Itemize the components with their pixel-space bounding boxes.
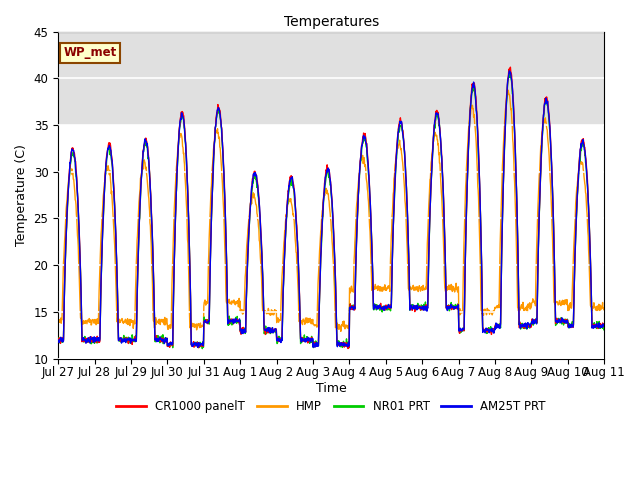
Text: WP_met: WP_met xyxy=(63,46,117,59)
X-axis label: Time: Time xyxy=(316,382,346,395)
Legend: CR1000 panelT, HMP, NR01 PRT, AM25T PRT: CR1000 panelT, HMP, NR01 PRT, AM25T PRT xyxy=(111,396,550,418)
Title: Temperatures: Temperatures xyxy=(284,15,379,29)
Y-axis label: Temperature (C): Temperature (C) xyxy=(15,144,28,246)
Bar xyxy=(58,32,604,125)
